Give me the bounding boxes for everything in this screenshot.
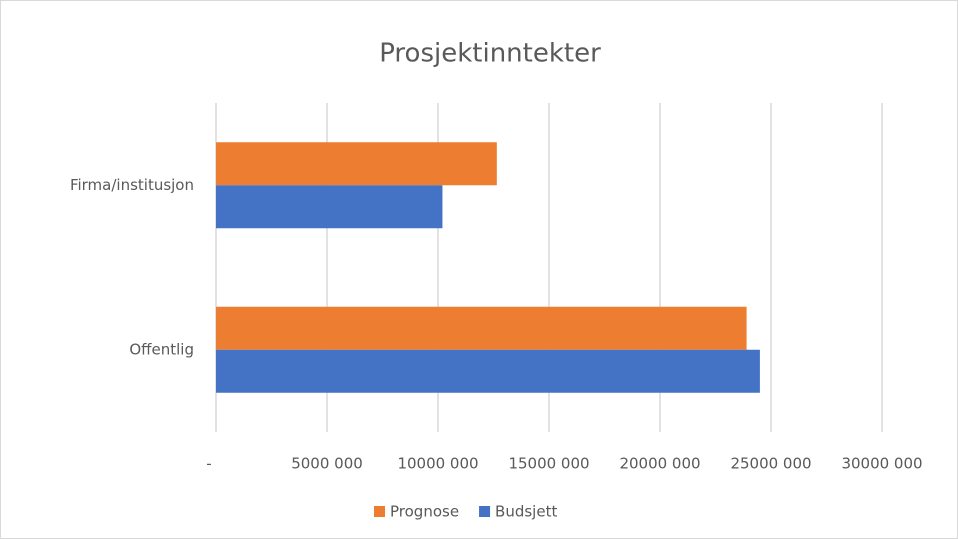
legend-swatch xyxy=(374,506,385,517)
x-tick-label: 30000 000 xyxy=(841,455,922,473)
x-tick-label: - xyxy=(206,455,211,473)
bar xyxy=(216,349,760,393)
legend-label: Prognose xyxy=(390,503,459,521)
x-tick-label: 25000 000 xyxy=(730,455,811,473)
y-tick-label: Firma/institusjon xyxy=(70,176,194,194)
legend-label: Budsjett xyxy=(495,503,557,521)
y-tick-label: Offentlig xyxy=(129,340,194,358)
x-tick-label: 5000 000 xyxy=(291,455,363,473)
legend-swatch xyxy=(479,506,491,517)
x-tick-label: 15000 000 xyxy=(508,455,589,473)
bar xyxy=(216,185,443,229)
x-tick-label: 10000 000 xyxy=(397,455,478,473)
bar xyxy=(216,142,497,186)
bar xyxy=(216,306,747,350)
chart-title: Prosjektinntekter xyxy=(379,39,601,69)
x-tick-label: 20000 000 xyxy=(619,455,700,473)
